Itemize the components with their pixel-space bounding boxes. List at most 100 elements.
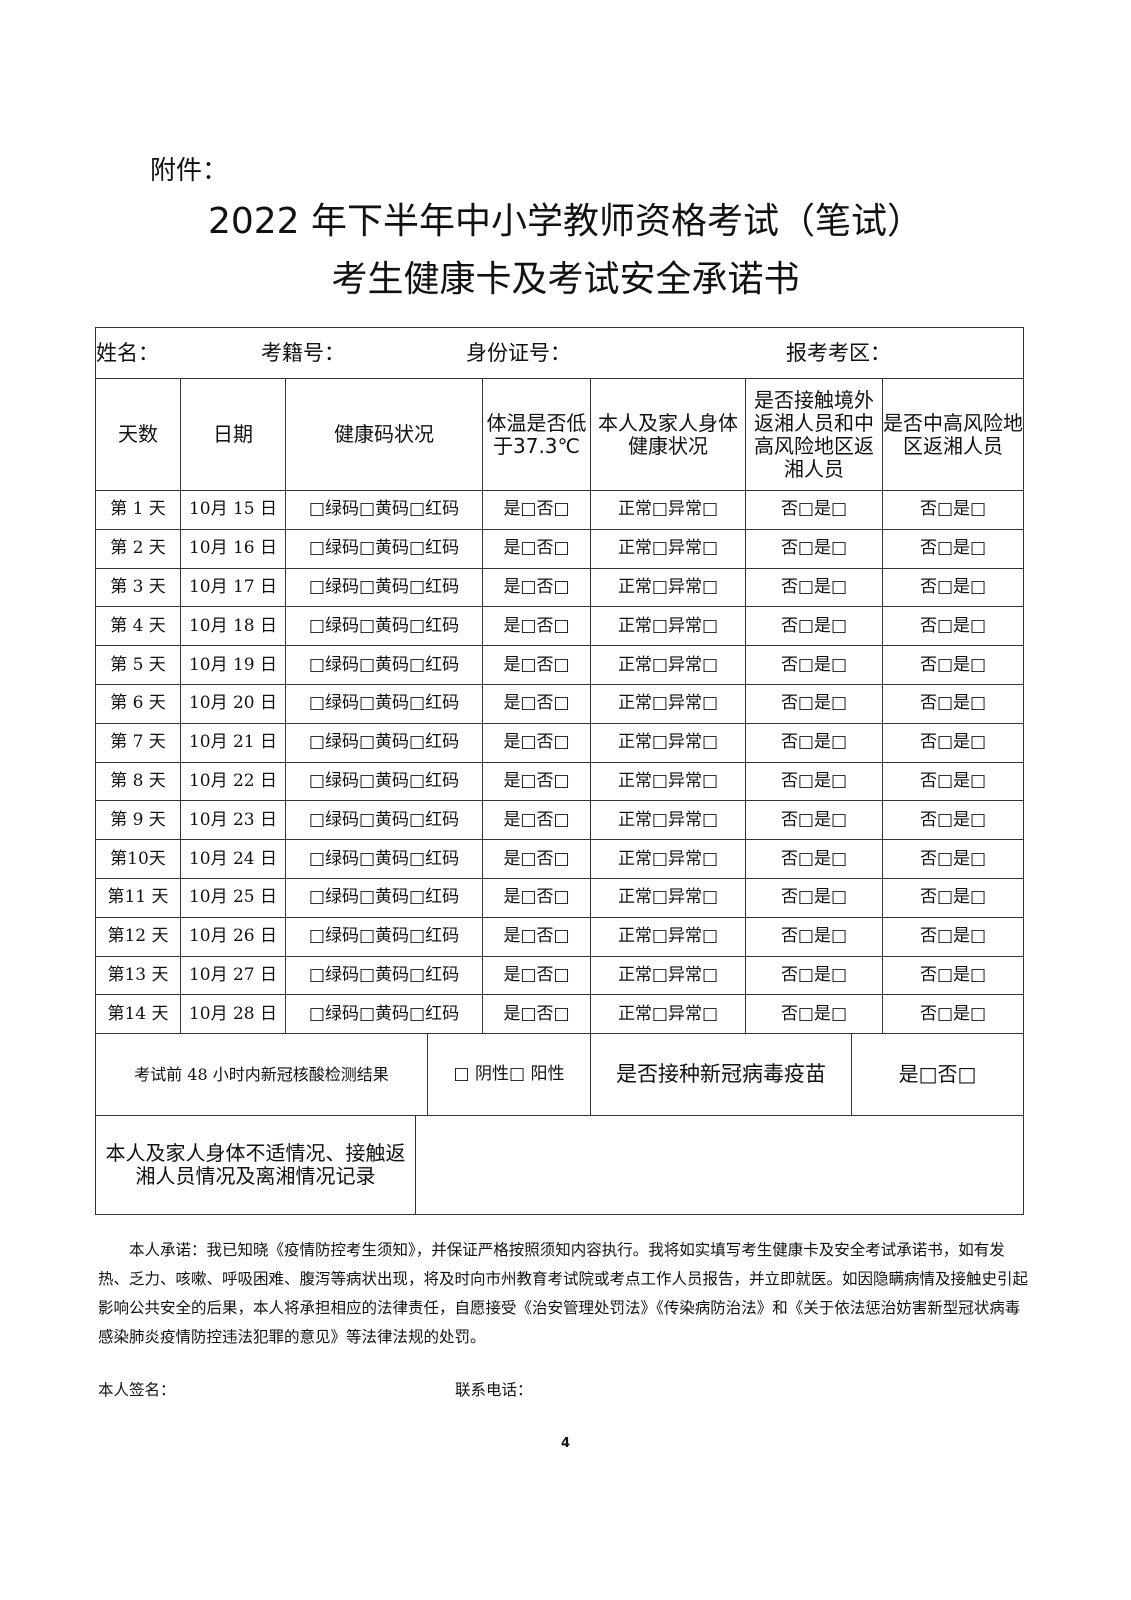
- health-status-options[interactable]: 正常□异常□: [590, 567, 746, 608]
- health-status-options[interactable]: 正常□异常□: [590, 955, 746, 996]
- risk-area-options[interactable]: 否□是□: [881, 916, 1025, 957]
- vaccine-options[interactable]: 是□否□: [851, 1033, 1024, 1116]
- health-status-options[interactable]: 正常□异常□: [590, 761, 746, 802]
- header-temperature: 体温是否低于37.3℃: [482, 378, 591, 491]
- health-status-options[interactable]: 正常□异常□: [590, 606, 746, 647]
- health-code-options[interactable]: □绿码□黄码□红码: [285, 645, 483, 685]
- risk-area-options[interactable]: 否□是□: [881, 839, 1025, 879]
- health-code-options[interactable]: □绿码□黄码□红码: [285, 528, 483, 569]
- temperature-options[interactable]: 是□否□: [482, 722, 591, 763]
- temperature-options[interactable]: 是□否□: [482, 528, 591, 569]
- contact-options[interactable]: 否□是□: [745, 606, 883, 647]
- table-row: 第 4 天 10月 18 日 □绿码□黄码□红码 是□否□ 正常□异常□ 否□是□ 否□是□: [95, 606, 1025, 647]
- health-code-options[interactable]: □绿码□黄码□红码: [285, 839, 483, 879]
- contact-options[interactable]: 否□是□: [745, 877, 883, 918]
- health-status-options[interactable]: 正常□异常□: [590, 800, 746, 841]
- contact-options[interactable]: 否□是□: [745, 490, 883, 530]
- day-cell: 第 4 天: [95, 606, 181, 647]
- table-row: 第13 天 10月 27 日 □绿码□黄码□红码 是□否□ 正常□异常□ 否□是□ 否□是□: [95, 955, 1025, 996]
- day-cell: 第 9 天: [95, 800, 181, 841]
- attachment-label: 附件：: [150, 156, 229, 186]
- health-code-options[interactable]: □绿码□黄码□红码: [285, 877, 483, 918]
- health-status-options[interactable]: 正常□异常□: [590, 683, 746, 724]
- temperature-options[interactable]: 是□否□: [482, 490, 591, 530]
- date-cell: 10月 21 日: [180, 722, 286, 763]
- risk-area-options[interactable]: 否□是□: [881, 877, 1025, 918]
- contact-options[interactable]: 否□是□: [745, 800, 883, 841]
- contact-options[interactable]: 否□是□: [745, 916, 883, 957]
- temperature-options[interactable]: 是□否□: [482, 606, 591, 647]
- temperature-options[interactable]: 是□否□: [482, 955, 591, 996]
- contact-options[interactable]: 否□是□: [745, 683, 883, 724]
- page-subtitle: 考生健康卡及考试安全承诺书: [331, 259, 800, 300]
- temperature-options[interactable]: 是□否□: [482, 761, 591, 802]
- health-code-options[interactable]: □绿码□黄码□红码: [285, 761, 483, 802]
- name-field[interactable]: 姓名：: [96, 340, 159, 365]
- id-number-field[interactable]: 身份证号：: [466, 340, 571, 365]
- risk-area-options[interactable]: 否□是□: [881, 722, 1025, 763]
- temperature-options[interactable]: 是□否□: [482, 645, 591, 685]
- health-code-options[interactable]: □绿码□黄码□红码: [285, 490, 483, 530]
- health-status-options[interactable]: 正常□异常□: [590, 645, 746, 685]
- risk-area-options[interactable]: 否□是□: [881, 606, 1025, 647]
- health-code-options[interactable]: □绿码□黄码□红码: [285, 916, 483, 957]
- health-status-options[interactable]: 正常□异常□: [590, 722, 746, 763]
- health-code-options[interactable]: □绿码□黄码□红码: [285, 722, 483, 763]
- header-date: 日期: [180, 378, 286, 491]
- risk-area-options[interactable]: 否□是□: [881, 645, 1025, 685]
- temperature-options[interactable]: 是□否□: [482, 877, 591, 918]
- personal-info-row: 姓名： 考籍号： 身份证号： 报考考区：: [94, 327, 1025, 379]
- health-status-options[interactable]: 正常□异常□: [590, 994, 746, 1035]
- contact-options[interactable]: 否□是□: [745, 955, 883, 996]
- health-status-options[interactable]: 正常□异常□: [590, 877, 746, 918]
- temperature-options[interactable]: 是□否□: [482, 916, 591, 957]
- health-code-options[interactable]: □绿码□黄码□红码: [285, 955, 483, 996]
- health-code-options[interactable]: □绿码□黄码□红码: [285, 683, 483, 724]
- temperature-options[interactable]: 是□否□: [482, 994, 591, 1035]
- contact-options[interactable]: 否□是□: [745, 839, 883, 879]
- health-code-options[interactable]: □绿码□黄码□红码: [285, 994, 483, 1035]
- nucleic-test-options[interactable]: □ 阴性□ 阳性: [427, 1033, 591, 1116]
- risk-area-options[interactable]: 否□是□: [881, 683, 1025, 724]
- risk-area-options[interactable]: 否□是□: [881, 800, 1025, 841]
- contact-options[interactable]: 否□是□: [745, 994, 883, 1035]
- exam-number-field[interactable]: 考籍号：: [261, 340, 345, 365]
- health-status-options[interactable]: 正常□异常□: [590, 916, 746, 957]
- health-code-options[interactable]: □绿码□黄码□红码: [285, 567, 483, 608]
- contact-options[interactable]: 否□是□: [745, 722, 883, 763]
- date-cell: 10月 18 日: [180, 606, 286, 647]
- health-code-options[interactable]: □绿码□黄码□红码: [285, 606, 483, 647]
- health-status-options[interactable]: 正常□异常□: [590, 490, 746, 530]
- contact-options[interactable]: 否□是□: [745, 645, 883, 685]
- table-header: 天数 日期 健康码状况 体温是否低于37.3℃ 本人及家人身体健康状况 是否接触…: [95, 378, 1025, 491]
- record-input[interactable]: [415, 1115, 1024, 1215]
- temperature-options[interactable]: 是□否□: [482, 800, 591, 841]
- risk-area-options[interactable]: 否□是□: [881, 528, 1025, 569]
- table-row: 第14 天 10月 28 日 □绿码□黄码□红码 是□否□ 正常□异常□ 否□是□ 否□是□: [95, 994, 1025, 1035]
- header-health-code: 健康码状况: [285, 378, 483, 491]
- temperature-options[interactable]: 是□否□: [482, 839, 591, 879]
- day-cell: 第14 天: [95, 994, 181, 1035]
- risk-area-options[interactable]: 否□是□: [881, 955, 1025, 996]
- health-code-options[interactable]: □绿码□黄码□红码: [285, 800, 483, 841]
- risk-area-options[interactable]: 否□是□: [881, 567, 1025, 608]
- vaccine-label: 是否接种新冠病毒疫苗: [590, 1033, 852, 1116]
- contact-options[interactable]: 否□是□: [745, 761, 883, 802]
- date-cell: 10月 25 日: [180, 877, 286, 918]
- temperature-options[interactable]: 是□否□: [482, 567, 591, 608]
- risk-area-options[interactable]: 否□是□: [881, 994, 1025, 1035]
- risk-area-options[interactable]: 否□是□: [881, 490, 1025, 530]
- exam-area-field[interactable]: 报考考区：: [786, 340, 891, 365]
- table-row: 第 3 天 10月 17 日 □绿码□黄码□红码 是□否□ 正常□异常□ 否□是□ 否□是□: [95, 567, 1025, 608]
- header-risk-area: 是否中高风险地区返湘人员: [881, 378, 1025, 491]
- table-row: 第 5 天 10月 19 日 □绿码□黄码□红码 是□否□ 正常□异常□ 否□是□ 否□是□: [95, 645, 1025, 685]
- phone-label: 联系电话：: [455, 1381, 533, 1399]
- date-cell: 10月 17 日: [180, 567, 286, 608]
- risk-area-options[interactable]: 否□是□: [881, 761, 1025, 802]
- contact-options[interactable]: 否□是□: [745, 528, 883, 569]
- health-status-options[interactable]: 正常□异常□: [590, 839, 746, 879]
- day-cell: 第 1 天: [95, 490, 181, 530]
- health-status-options[interactable]: 正常□异常□: [590, 528, 746, 569]
- contact-options[interactable]: 否□是□: [745, 567, 883, 608]
- temperature-options[interactable]: 是□否□: [482, 683, 591, 724]
